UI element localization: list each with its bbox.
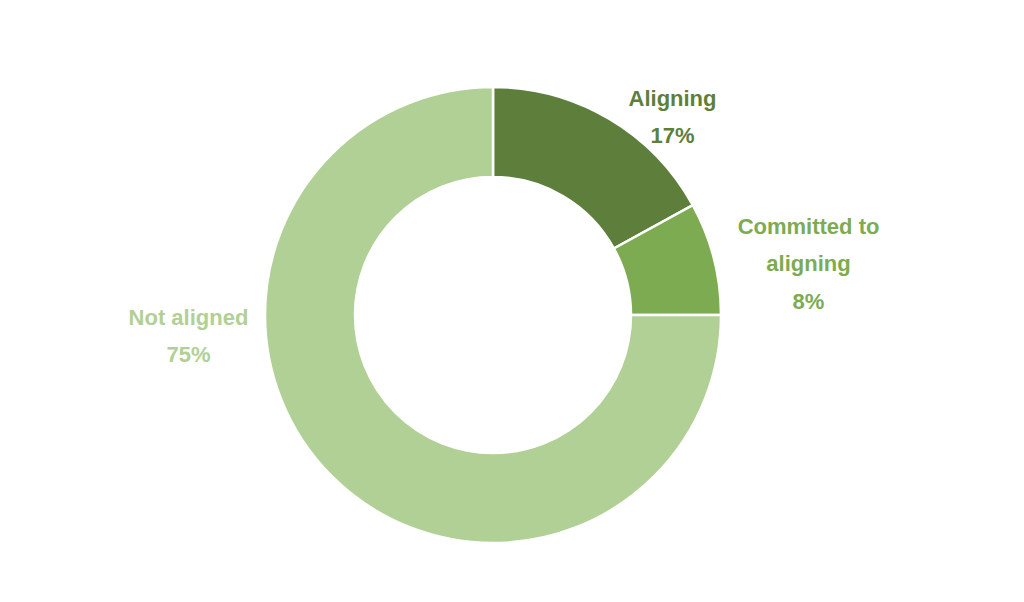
svg-text:Aligning17%: Aligning17% (629, 86, 717, 148)
svg-text:Committed toaligning8%: Committed toaligning8% (738, 214, 880, 314)
svg-text:Not aligned75%: Not aligned75% (129, 305, 249, 367)
